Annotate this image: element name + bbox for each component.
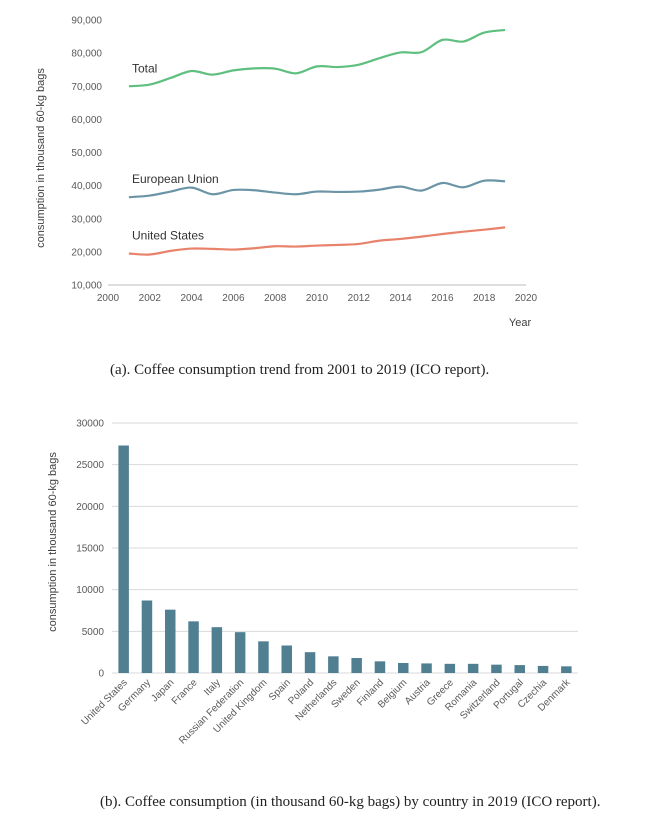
y-tick-label: 30000 — [76, 419, 104, 430]
y-tick-label: 40,000 — [71, 181, 102, 192]
y-tick-label: 0 — [98, 669, 104, 680]
bar-greece — [444, 663, 456, 673]
bar-sweden — [351, 658, 362, 673]
x-tick-labels: 2000 2002 2004 2006 2008 2010 2012 2014 2016 2018… — [97, 293, 538, 304]
bar-germany — [141, 600, 153, 673]
line-chart-coffee-trend: 10,000 20,000 30,000 40,000 50,000 60,000 70,0… — [35, 16, 538, 330]
y-tick-label: 80,000 — [71, 49, 102, 60]
x-tick-label: 2020 — [515, 293, 538, 304]
y-tick-label: 20000 — [76, 502, 104, 513]
x-tick-label: 2010 — [306, 293, 329, 304]
y-tick-label: 15000 — [76, 544, 104, 555]
y-axis-label: consumption in thousand 60-kg bags — [35, 68, 47, 248]
bar-spain — [281, 645, 292, 673]
y-axis-label: consumption in thousand 60-kg bags — [47, 452, 59, 632]
x-tick-label: 2014 — [389, 293, 412, 304]
x-axis-label: Year — [509, 317, 532, 329]
bar-poland — [304, 652, 316, 673]
y-tick-label: 10000 — [76, 585, 104, 596]
x-tick-label: 2008 — [264, 293, 287, 304]
x-tick-label: 2006 — [222, 293, 245, 304]
series-labels: Total European Union United States — [132, 61, 219, 242]
bar-finland — [374, 661, 386, 673]
x-tick-label: 2000 — [97, 293, 120, 304]
series-line-united-states — [128, 226, 506, 256]
bar-romania — [467, 663, 479, 673]
bar-belgium — [398, 663, 409, 673]
bar-netherlands — [328, 656, 339, 673]
gridlines — [112, 422, 578, 674]
series-label-total: Total — [132, 61, 157, 75]
bar-russian-federation — [234, 632, 246, 673]
bar-united-states — [118, 445, 129, 673]
y-tick-label: 10,000 — [71, 281, 102, 292]
bar-japan — [165, 609, 176, 673]
series-label-united-states: United States — [132, 229, 204, 243]
y-tick-label: 70,000 — [71, 82, 102, 93]
bar-united-kingdom — [258, 641, 269, 673]
bar-portugal — [514, 665, 525, 673]
x-tick-label-france: France — [170, 677, 200, 707]
bar-chart-consumption-by-country: 0 5000 10000 15000 20000 25000 30000 United St… — [47, 419, 578, 747]
bar-italy — [211, 627, 223, 673]
series-label-european-union: European Union — [132, 172, 219, 186]
bar-austria — [421, 663, 432, 673]
bar-czechia — [537, 665, 549, 673]
y-tick-label: 30,000 — [71, 214, 102, 225]
y-tick-label: 90,000 — [71, 16, 102, 27]
series-lines — [128, 28, 506, 256]
x-tick-label: 2018 — [473, 293, 496, 304]
y-tick-label: 5000 — [82, 627, 105, 638]
y-tick-label: 20,000 — [71, 247, 102, 258]
bar-switzerland — [491, 664, 502, 673]
x-tick-label: 2012 — [348, 293, 371, 304]
y-tick-label: 25000 — [76, 460, 104, 471]
x-tick-label: 2016 — [431, 293, 454, 304]
y-tick-labels: 10,000 20,000 30,000 40,000 50,000 60,000 70,0… — [71, 16, 102, 292]
caption-a: (a). Coffee consumption trend from 2001 … — [110, 362, 490, 378]
y-tick-labels: 0 5000 10000 15000 20000 25000 30000 — [76, 419, 104, 680]
series-line-total — [128, 28, 506, 88]
bar-denmark — [561, 666, 572, 673]
series-line-european-union — [128, 179, 506, 199]
y-tick-label: 60,000 — [71, 115, 102, 126]
x-tick-label: 2004 — [180, 293, 203, 304]
bars — [118, 445, 572, 673]
x-tick-label: 2002 — [139, 293, 162, 304]
y-tick-label: 50,000 — [71, 148, 102, 159]
caption-b: (b). Coffee consumption (in thousand 60-… — [100, 794, 601, 810]
bar-france — [188, 621, 199, 673]
